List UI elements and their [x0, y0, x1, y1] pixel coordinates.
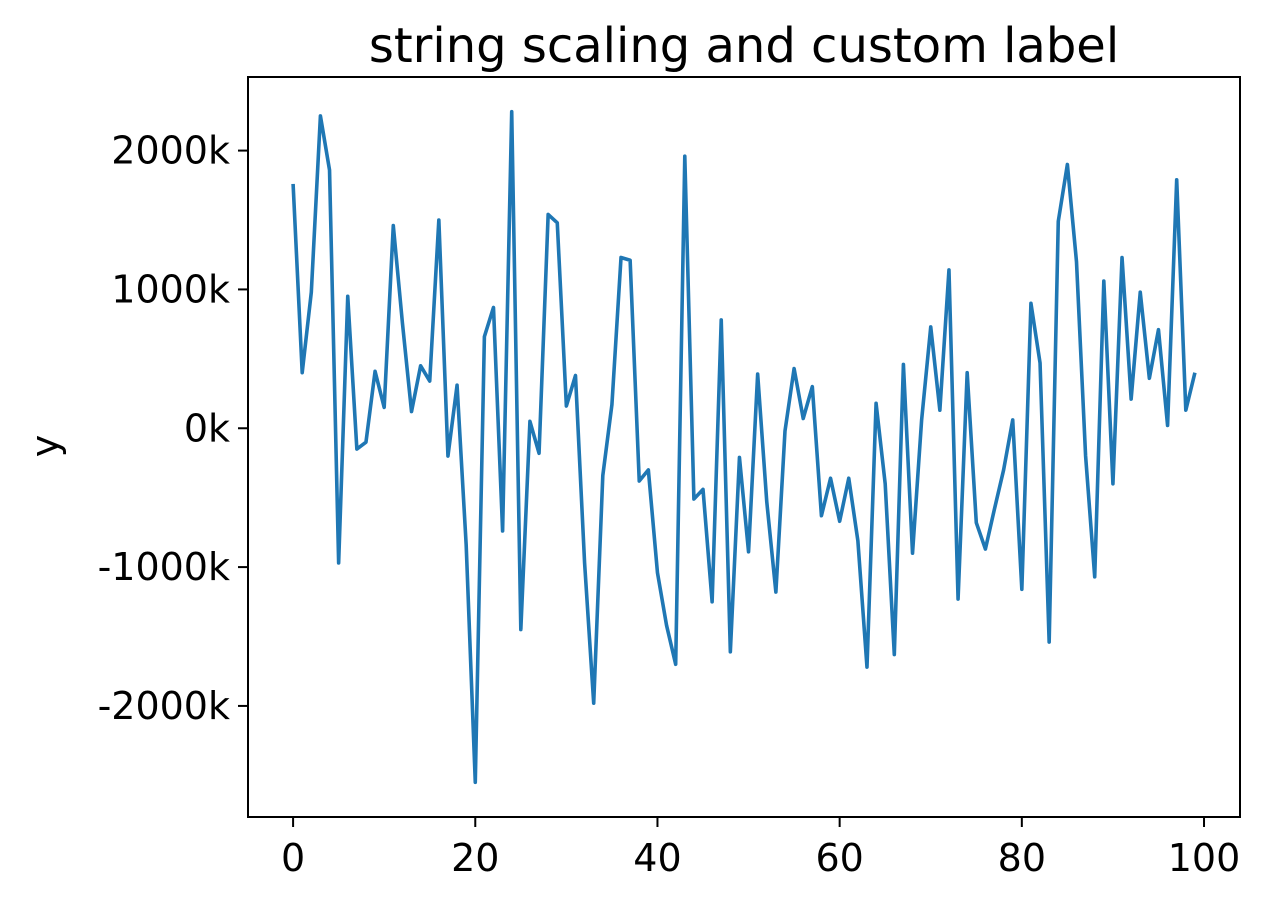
chart-title: string scaling and custom label: [369, 18, 1119, 74]
series-line: [291, 109, 1197, 785]
x-tick-label: 20: [451, 836, 499, 880]
x-tick-label: 0: [281, 836, 305, 880]
x-tick-label: 40: [633, 836, 681, 880]
x-axis-ticks: 0 20 40 60 80 100: [281, 817, 1240, 880]
y-tick-label: -1000k: [98, 545, 230, 589]
y-tick-label: 2000k: [111, 129, 230, 173]
x-tick-label: 60: [815, 836, 863, 880]
x-tick-label: 100: [1168, 836, 1241, 880]
y-axis-label: y: [23, 435, 67, 458]
x-tick-label: 80: [998, 836, 1046, 880]
y-tick-label: -2000k: [98, 684, 230, 728]
y-axis-ticks: -2000k -1000k 0k 1000k 2000k: [98, 129, 248, 728]
y-tick-label: 1000k: [111, 267, 230, 311]
plot-area-frame: [247, 76, 1241, 818]
y-tick-label: 0k: [184, 406, 230, 450]
